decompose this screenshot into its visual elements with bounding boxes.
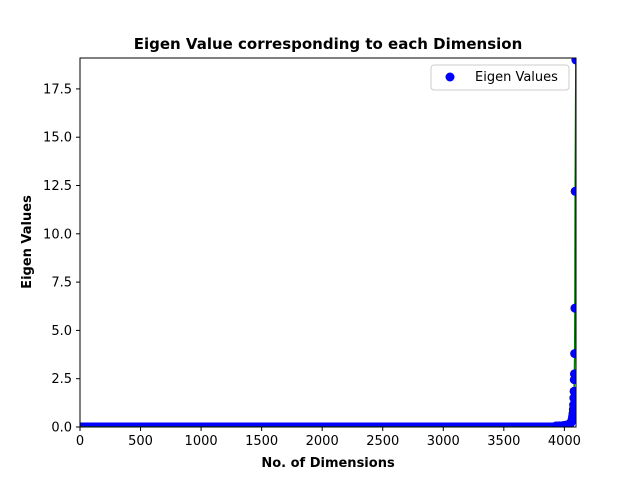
data-point bbox=[569, 400, 576, 410]
data-point bbox=[571, 58, 576, 65]
x-tick-label: 1500 bbox=[245, 434, 278, 449]
legend-marker-eigen-values bbox=[445, 72, 455, 82]
x-tick-label: 500 bbox=[128, 434, 153, 449]
y-axis-label: Eigen Values bbox=[20, 195, 35, 289]
data-point bbox=[569, 393, 576, 403]
x-tick-label: 2000 bbox=[306, 434, 339, 449]
data-point bbox=[570, 303, 576, 313]
x-tick-label: 2500 bbox=[366, 434, 399, 449]
plot-frame bbox=[79, 57, 577, 428]
y-tick-label: 15.0 bbox=[43, 131, 72, 146]
y-tick-label: 0.0 bbox=[51, 421, 72, 436]
plot-area bbox=[80, 58, 576, 427]
x-axis-label: No. of Dimensions bbox=[261, 456, 395, 471]
data-point bbox=[570, 186, 576, 196]
chart-title: Eigen Value corresponding to each Dimens… bbox=[134, 35, 523, 53]
y-tick-label: 7.5 bbox=[51, 276, 72, 291]
data-point bbox=[569, 369, 576, 379]
data-point bbox=[569, 386, 576, 396]
x-axis: 0 500 1000 1500 2000 2500 3000 3500 4000 bbox=[76, 427, 581, 449]
x-tick-label: 3500 bbox=[487, 434, 520, 449]
y-tick-label: 2.5 bbox=[51, 372, 72, 387]
x-tick-label: 1000 bbox=[185, 434, 218, 449]
x-tick-label: 3000 bbox=[427, 434, 460, 449]
series-line-eigen-values bbox=[80, 59, 576, 427]
y-tick-label: 10.0 bbox=[43, 227, 72, 242]
x-tick-label: 0 bbox=[76, 434, 84, 449]
legend: Eigen Values bbox=[430, 64, 570, 91]
y-tick-label: 12.5 bbox=[43, 179, 72, 194]
baseline-point-run bbox=[80, 422, 561, 427]
legend-box bbox=[430, 64, 570, 91]
data-point bbox=[570, 349, 576, 359]
x-tick-label: 4000 bbox=[548, 434, 581, 449]
y-axis: 0.0 2.5 5.0 7.5 10.0 12.5 15.0 17.5 bbox=[43, 82, 80, 436]
y-tick-label: 17.5 bbox=[43, 82, 72, 97]
y-tick-label: 5.0 bbox=[51, 324, 72, 339]
legend-label-eigen-values: Eigen Values bbox=[475, 70, 558, 85]
